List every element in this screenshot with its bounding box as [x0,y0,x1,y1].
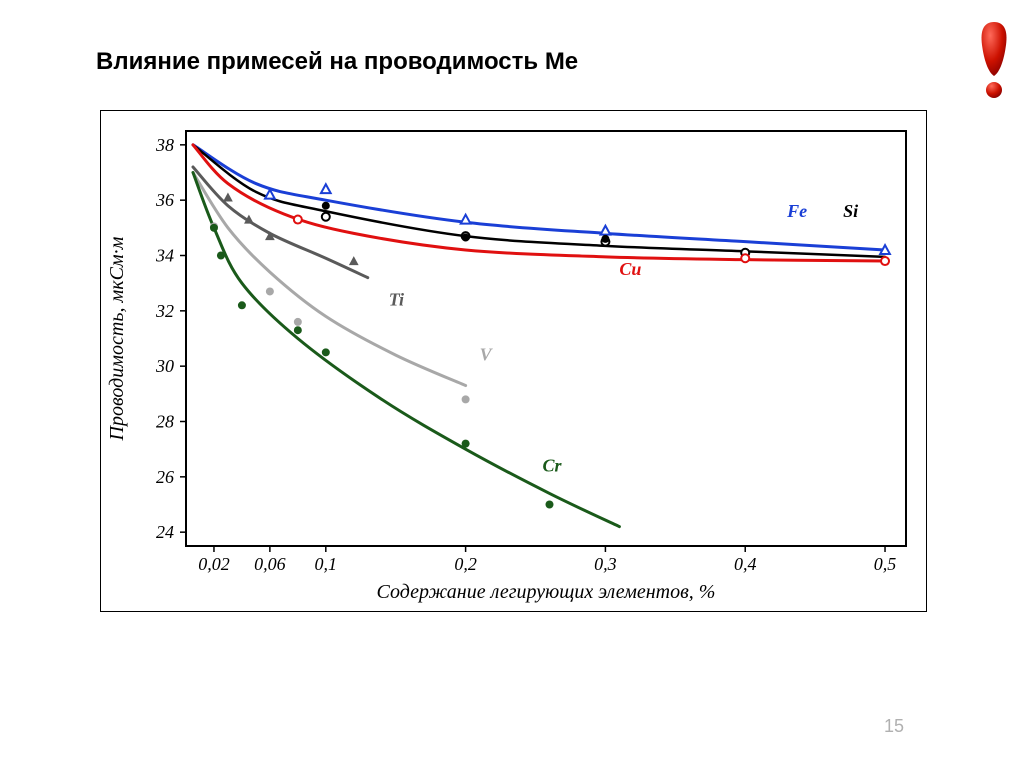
x-tick-label: 0,02 [198,554,230,574]
y-tick-label: 30 [155,356,174,376]
y-tick-label: 32 [155,301,174,321]
y-tick-label: 38 [155,135,174,155]
x-tick-label: 0,1 [315,554,338,574]
series-label-Fe: Fe [786,201,807,221]
series-line-Si [193,145,885,257]
series-label-V: V [480,345,494,365]
x-tick-label: 0,3 [594,554,617,574]
x-axis-label: Содержание легирующих элементов, % [377,581,716,603]
x-tick-label: 0,06 [254,554,285,574]
y-tick-label: 34 [155,246,174,266]
y-tick-label: 36 [155,190,174,210]
x-tick-label: 0,4 [734,554,757,574]
exclamation-icon [974,20,1014,100]
series-label-Cu: Cu [619,259,641,279]
x-tick-label: 0,2 [454,554,477,574]
series-label-Ti: Ti [389,289,404,309]
y-tick-label: 24 [156,522,174,542]
y-tick-label: 28 [156,412,174,432]
series-label-Cr: Cr [543,455,563,475]
page-number: 15 [884,716,904,737]
series-line-Fe [193,145,885,250]
x-tick-label: 0,5 [874,554,897,574]
series-line-Ti [193,167,368,278]
conductivity-chart: 24 26 28 30 32 34 36 38 0,02 0,06 0,1 0,2 0,3 0,4 0,5 С… [100,110,927,612]
y-tick-label: 26 [156,467,174,487]
series-label-Si: Si [843,201,858,221]
y-axis-label: Проводимость, мкСм·м [106,236,128,441]
page-title: Влияние примесей на проводимость Ме [96,48,578,76]
